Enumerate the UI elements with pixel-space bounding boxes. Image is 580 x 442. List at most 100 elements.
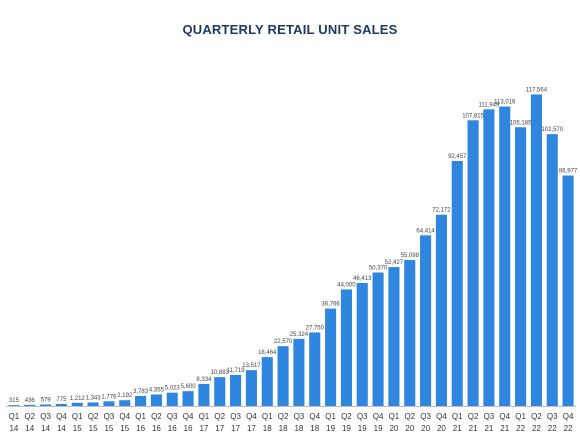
bar <box>530 94 542 407</box>
bar <box>8 405 20 406</box>
data-label: 5,600 <box>181 384 197 390</box>
bar <box>546 134 558 406</box>
x-tick-label-year: 19 <box>342 424 351 433</box>
x-tick-label-quarter: Q2 <box>531 412 542 421</box>
x-tick-label-year: 18 <box>279 424 288 433</box>
x-tick-label-year: 20 <box>389 424 398 433</box>
data-label: 13,517 <box>242 363 261 369</box>
data-label: 50,370 <box>369 266 388 272</box>
x-tick-label-quarter: Q4 <box>436 412 447 421</box>
bar <box>245 370 257 406</box>
bar <box>150 394 162 406</box>
x-tick-label-quarter: Q4 <box>373 412 384 421</box>
x-tick-label-year: 14 <box>9 424 18 433</box>
x-tick-label-year: 21 <box>469 424 478 433</box>
data-label: 72,172 <box>432 208 451 214</box>
bar <box>404 259 416 406</box>
x-tick-label-quarter: Q4 <box>309 412 320 421</box>
x-tick-label-year: 20 <box>437 424 446 433</box>
bar <box>435 214 447 406</box>
bar <box>356 283 368 406</box>
bar <box>71 402 83 406</box>
x-tick-label-quarter: Q2 <box>88 412 99 421</box>
x-tick-label-quarter: Q3 <box>420 412 431 421</box>
data-label: 5,023 <box>165 386 181 392</box>
x-tick-label-year: 15 <box>89 424 98 433</box>
x-tick-label-quarter: Q2 <box>151 412 162 421</box>
x-tick-label-quarter: Q3 <box>547 412 558 421</box>
data-label: 10,883 <box>211 370 230 376</box>
data-label: 46,413 <box>353 276 372 282</box>
data-label: 44,000 <box>337 282 356 288</box>
data-label: 117,564 <box>526 87 548 93</box>
bar <box>388 267 400 406</box>
bar <box>261 357 273 406</box>
bar <box>103 401 115 406</box>
data-label: 92,457 <box>448 154 467 160</box>
data-label: 579 <box>41 397 52 403</box>
bar <box>420 235 432 406</box>
data-label: 1,212 <box>70 396 86 402</box>
bar <box>55 403 67 406</box>
x-tick-label-year: 22 <box>532 424 541 433</box>
bar <box>467 120 479 406</box>
x-tick-label-year: 17 <box>231 424 240 433</box>
x-tick-label-quarter: Q4 <box>119 412 130 421</box>
x-tick-label-year: 18 <box>310 424 319 433</box>
data-label: 2,192 <box>117 393 133 399</box>
x-tick-label-quarter: Q1 <box>262 412 273 421</box>
x-tick-label-year: 21 <box>453 424 462 433</box>
x-tick-label-year: 14 <box>41 424 50 433</box>
bar <box>483 109 495 406</box>
x-tick-label-quarter: Q3 <box>104 412 115 421</box>
x-tick-label-quarter: Q1 <box>9 412 20 421</box>
x-tick-label-quarter: Q4 <box>183 412 194 421</box>
x-tick-label-year: 14 <box>25 424 34 433</box>
x-tick-label-quarter: Q2 <box>341 412 352 421</box>
x-tick-label-quarter: Q3 <box>230 412 241 421</box>
x-tick-label-quarter: Q3 <box>40 412 51 421</box>
data-label: 55,098 <box>401 253 420 259</box>
chart-title: QUARTERLY RETAIL UNIT SALES <box>182 22 398 37</box>
data-label: 102,570 <box>541 127 563 133</box>
x-tick-label-quarter: Q3 <box>357 412 368 421</box>
data-label: 315 <box>9 398 20 404</box>
x-tick-label-year: 21 <box>500 424 509 433</box>
x-tick-label-year: 20 <box>421 424 430 433</box>
x-tick-label-year: 19 <box>326 424 335 433</box>
x-tick-label-quarter: Q3 <box>294 412 305 421</box>
x-tick-label-quarter: Q1 <box>452 412 463 421</box>
data-label: 22,570 <box>274 339 293 345</box>
data-label: 1,776 <box>101 394 117 400</box>
x-tick-label-quarter: Q3 <box>484 412 495 421</box>
x-tick-label-year: 17 <box>247 424 256 433</box>
bar <box>87 402 99 406</box>
x-tick-label-quarter: Q1 <box>515 412 526 421</box>
x-tick-label-quarter: Q4 <box>563 412 574 421</box>
x-tick-label-year: 15 <box>120 424 129 433</box>
x-tick-label-year: 22 <box>564 424 573 433</box>
bar <box>135 395 147 406</box>
x-tick-label-year: 18 <box>263 424 272 433</box>
data-label: 86,977 <box>559 169 578 175</box>
bar <box>166 392 178 406</box>
bar <box>515 127 527 406</box>
x-tick-label-quarter: Q2 <box>468 412 479 421</box>
x-tick-label-year: 15 <box>104 424 113 433</box>
x-tick-label-year: 22 <box>548 424 557 433</box>
bar <box>230 374 242 406</box>
bar <box>499 106 511 406</box>
x-tick-label-quarter: Q4 <box>499 412 510 421</box>
x-tick-label-quarter: Q3 <box>167 412 178 421</box>
data-label: 3,783 <box>133 389 149 395</box>
bar <box>325 308 337 406</box>
data-label: 775 <box>56 397 67 403</box>
x-tick-label-quarter: Q2 <box>404 412 415 421</box>
x-tick-label-quarter: Q4 <box>56 412 67 421</box>
x-tick-label-quarter: Q1 <box>135 412 146 421</box>
x-tick-label-quarter: Q1 <box>389 412 400 421</box>
bar <box>40 404 52 406</box>
data-label: 25,324 <box>290 332 309 338</box>
x-tick-label-quarter: Q1 <box>199 412 210 421</box>
